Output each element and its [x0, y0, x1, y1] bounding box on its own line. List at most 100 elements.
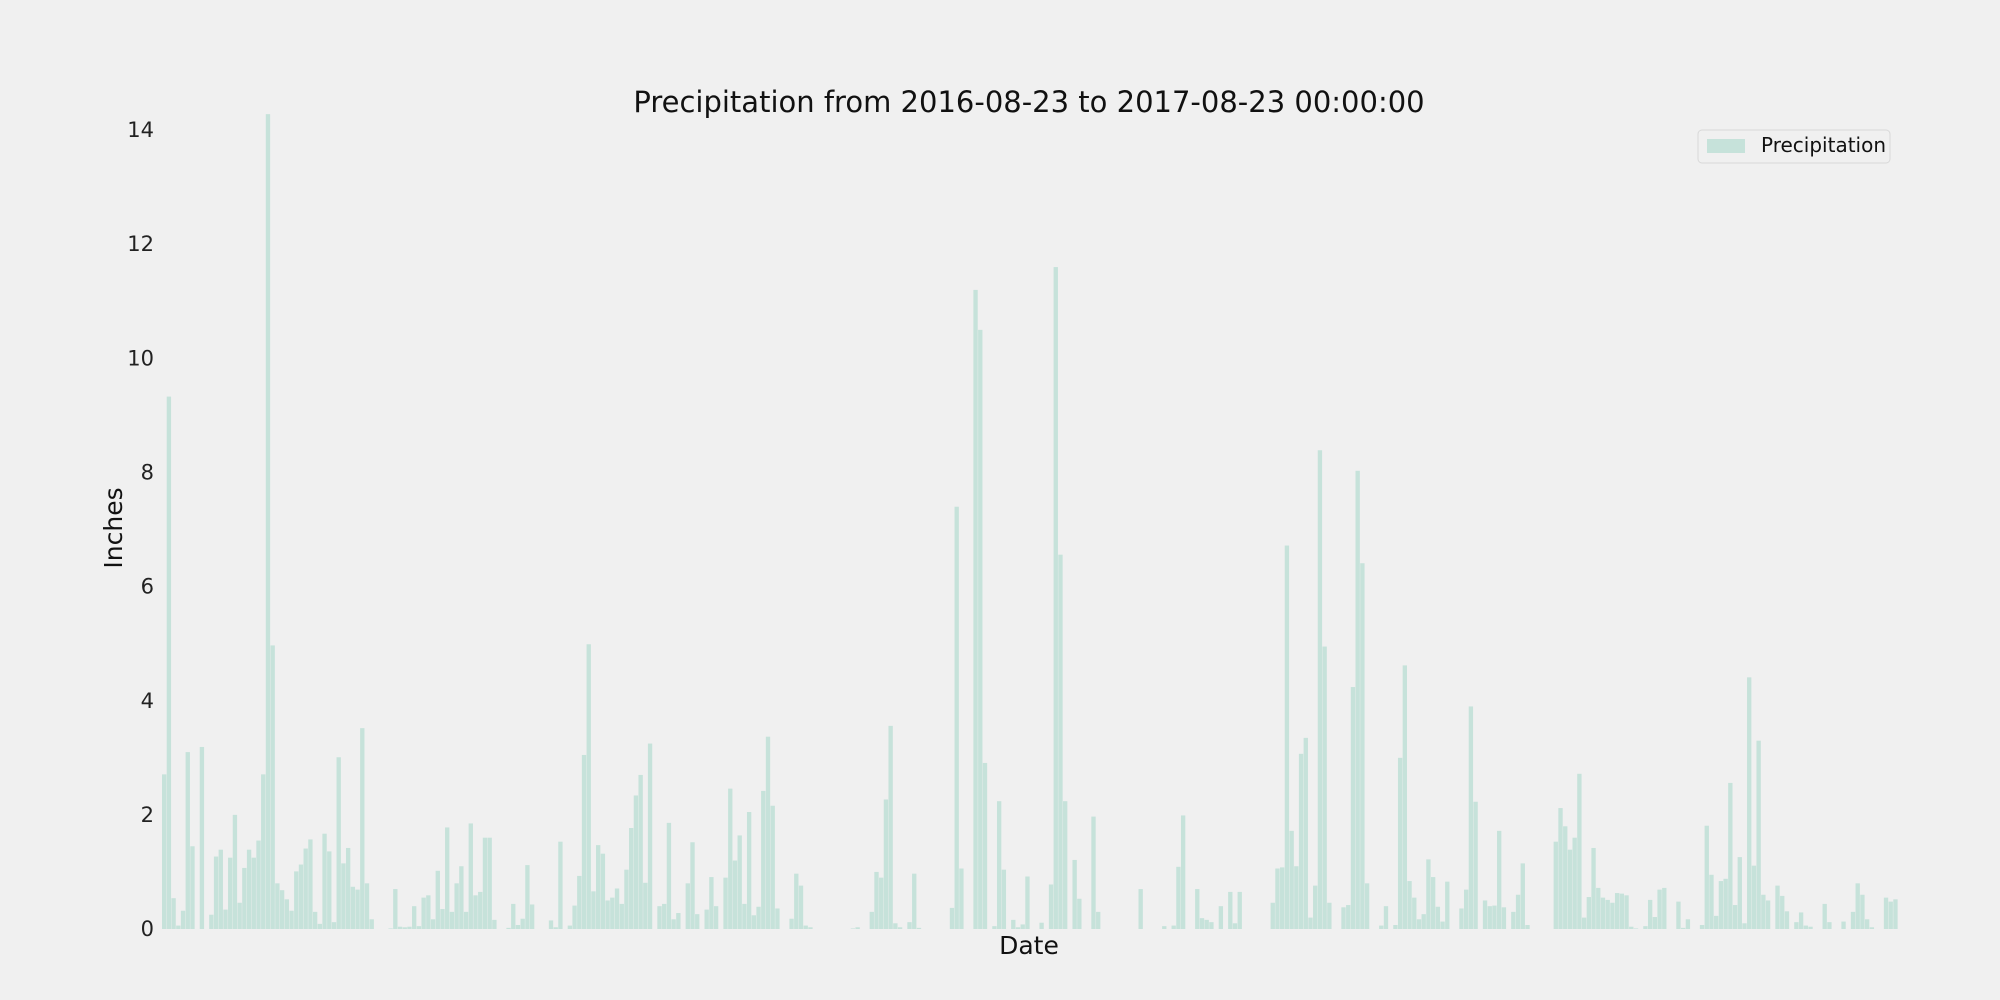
- precipitation-bar: [1732, 905, 1738, 929]
- precipitation-bar: [1591, 847, 1596, 929]
- precipitation-bar: [289, 910, 294, 929]
- precipitation-bar: [1581, 917, 1587, 929]
- precipitation-bar: [1317, 450, 1323, 929]
- precipitation-bar: [916, 927, 922, 929]
- precipitation-bar: [695, 914, 700, 929]
- precipitation-bar: [1072, 859, 1077, 929]
- precipitation-bar: [440, 909, 445, 929]
- precipitation-bar: [1558, 808, 1563, 929]
- precipitation-bar: [1407, 881, 1412, 929]
- precipitation-bar: [1681, 927, 1686, 929]
- precipitation-bar: [614, 888, 620, 929]
- precipitation-bar: [298, 864, 304, 929]
- precipitation-bar: [690, 842, 695, 929]
- precipitation-bar: [407, 926, 412, 929]
- precipitation-bar: [1685, 919, 1691, 929]
- precipitation-bar: [1209, 922, 1214, 929]
- precipitation-bar: [685, 883, 690, 929]
- precipitation-bar: [529, 904, 535, 929]
- precipitation-bar: [1063, 801, 1068, 929]
- precipitation-bar: [1346, 905, 1351, 929]
- precipitation-bar: [162, 774, 167, 929]
- precipitation-bar: [1699, 925, 1705, 929]
- precipitation-bar: [312, 911, 318, 929]
- precipitation-bar: [1284, 545, 1290, 929]
- precipitation-bar: [185, 752, 190, 929]
- precipitation-bar: [1440, 921, 1445, 929]
- precipitation-bar: [459, 866, 464, 929]
- y-tick-label: 12: [127, 232, 154, 256]
- precipitation-bar: [1794, 922, 1799, 929]
- precipitation-bar: [1747, 677, 1752, 929]
- precipitation-bar: [430, 919, 436, 929]
- precipitation-bar: [548, 920, 554, 929]
- precipitation-bar: [449, 911, 455, 929]
- precipitation-bar: [907, 922, 912, 929]
- precipitation-bar: [1572, 837, 1577, 929]
- precipitation-bar: [879, 877, 884, 929]
- precipitation-bar: [1308, 917, 1313, 929]
- precipitation-bar: [1393, 925, 1398, 929]
- precipitation-bar: [949, 907, 955, 929]
- precipitation-bar: [223, 909, 228, 929]
- precipitation-bar: [308, 839, 313, 929]
- precipitation-bar: [1199, 918, 1205, 929]
- precipitation-bar: [572, 905, 577, 929]
- precipitation-bar: [746, 812, 752, 929]
- precipitation-bar: [897, 927, 903, 929]
- precipitation-bar: [213, 856, 219, 929]
- precipitation-bar: [1350, 687, 1356, 929]
- precipitation-bar: [190, 846, 195, 929]
- precipitation-bar: [1280, 867, 1285, 929]
- precipitation-bar: [1860, 894, 1865, 929]
- precipitation-bar: [445, 827, 450, 929]
- y-tick-label: 2: [141, 803, 154, 827]
- precipitation-bar: [1487, 906, 1492, 929]
- precipitation-bar: [327, 851, 332, 929]
- legend-label: Precipitation: [1761, 133, 1886, 157]
- precipitation-bar: [1850, 911, 1856, 929]
- precipitation-bar: [770, 805, 775, 929]
- bar-series-precipitation: [162, 114, 1898, 930]
- precipitation-bar: [369, 919, 374, 929]
- precipitation-bar: [1053, 267, 1058, 929]
- precipitation-bar: [1633, 928, 1639, 929]
- precipitation-bar: [265, 114, 271, 929]
- precipitation-bar: [1397, 757, 1403, 929]
- precipitation-bar: [331, 922, 337, 929]
- precipitation-bar: [279, 890, 285, 929]
- precipitation-bar: [803, 925, 808, 929]
- precipitation-bar: [662, 903, 667, 929]
- precipitation-bar: [1364, 883, 1370, 929]
- precipitation-bar: [284, 899, 289, 929]
- precipitation-bar: [850, 928, 856, 929]
- precipitation-bar: [426, 895, 431, 929]
- precipitation-bar: [1289, 830, 1294, 929]
- precipitation-bar: [1751, 865, 1757, 929]
- precipitation-bar: [1629, 926, 1634, 929]
- precipitation-bar: [742, 903, 747, 929]
- precipitation-bar: [1048, 884, 1054, 929]
- precipitation-bar: [1761, 894, 1766, 929]
- y-tick-label: 8: [141, 461, 154, 485]
- precipitation-bar: [732, 860, 738, 929]
- precipitation-bar: [1011, 919, 1016, 929]
- precipitation-bar: [1435, 906, 1441, 929]
- precipitation-bar: [350, 886, 356, 929]
- precipitation-bar: [1501, 907, 1507, 929]
- precipitation-bar: [1756, 740, 1761, 929]
- precipitation-bar: [666, 822, 672, 929]
- precipitation-bar: [1511, 911, 1516, 929]
- precipitation-bar: [643, 882, 648, 929]
- precipitation-bar: [1171, 925, 1176, 929]
- precipitation-bar: [468, 823, 473, 929]
- precipitation-bar: [364, 883, 370, 929]
- precipitation-bar: [1015, 927, 1021, 929]
- precipitation-bar: [1798, 912, 1804, 929]
- precipitation-bar: [605, 900, 610, 929]
- precipitation-bar: [515, 925, 521, 929]
- precipitation-bar: [1883, 897, 1889, 929]
- precipitation-bar: [397, 926, 403, 929]
- precipitation-bar: [180, 910, 186, 929]
- precipitation-bar: [1379, 925, 1384, 929]
